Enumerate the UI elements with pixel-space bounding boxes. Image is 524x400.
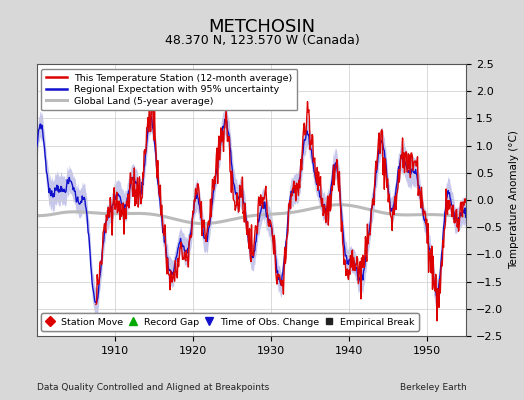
Y-axis label: Temperature Anomaly (°C): Temperature Anomaly (°C): [509, 130, 519, 270]
Text: Data Quality Controlled and Aligned at Breakpoints: Data Quality Controlled and Aligned at B…: [37, 383, 269, 392]
Text: Berkeley Earth: Berkeley Earth: [400, 383, 466, 392]
Text: METCHOSIN: METCHOSIN: [209, 18, 315, 36]
Text: 48.370 N, 123.570 W (Canada): 48.370 N, 123.570 W (Canada): [165, 34, 359, 47]
Legend: Station Move, Record Gap, Time of Obs. Change, Empirical Break: Station Move, Record Gap, Time of Obs. C…: [41, 313, 419, 331]
